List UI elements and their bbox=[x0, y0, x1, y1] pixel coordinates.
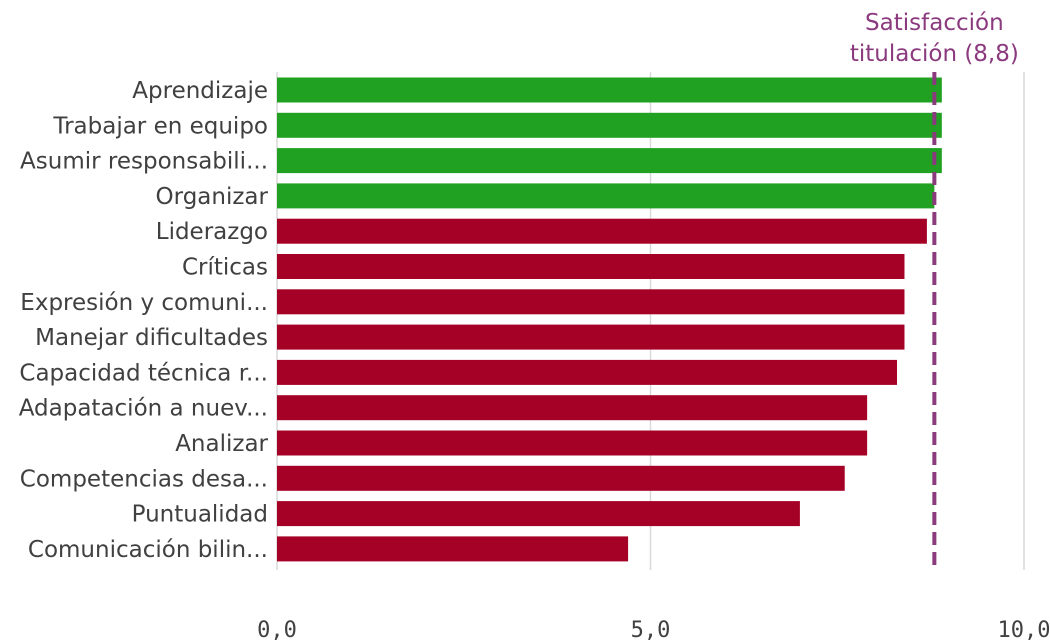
bar-2[interactable] bbox=[277, 148, 942, 174]
category-label-13: Comunicación bilin... bbox=[28, 537, 268, 563]
category-label-5: Críticas bbox=[182, 255, 268, 281]
bar-13[interactable] bbox=[277, 536, 629, 562]
category-label-1: Trabajar en equipo bbox=[52, 113, 268, 139]
bar-12[interactable] bbox=[277, 501, 800, 527]
bar-10[interactable] bbox=[277, 430, 868, 456]
bar-6[interactable] bbox=[277, 289, 905, 315]
bar-1[interactable] bbox=[277, 112, 942, 138]
category-label-layer: Aprendizaje Trabajar en equipo Asumir resp… bbox=[19, 78, 269, 563]
bar-8[interactable] bbox=[277, 359, 898, 385]
reference-label-line2: titulación (8,8) bbox=[850, 41, 1019, 67]
category-label-9: Adapatación a nuev... bbox=[19, 396, 268, 422]
category-label-7: Manejar dificultades bbox=[35, 325, 268, 351]
category-label-8: Capacidad técnica r... bbox=[19, 360, 268, 386]
reference-line-layer: Satisfacción titulación (8,8) bbox=[850, 10, 1019, 570]
category-label-11: Competencias desa... bbox=[20, 466, 268, 492]
category-label-10: Analizar bbox=[175, 431, 268, 457]
grid-layer bbox=[276, 72, 1025, 570]
bar-4[interactable] bbox=[277, 218, 927, 244]
x-tick-layer: 0,0 5,0 10,0 bbox=[257, 618, 1050, 642]
x-tick-label-0: 0,0 bbox=[257, 618, 297, 642]
category-label-0: Aprendizaje bbox=[132, 78, 268, 104]
category-label-6: Expresión y comuni... bbox=[20, 290, 268, 316]
bar-0[interactable] bbox=[277, 77, 942, 103]
category-label-3: Organizar bbox=[156, 184, 269, 210]
reference-label-line1: Satisfacción bbox=[865, 10, 1004, 36]
bar-layer bbox=[277, 77, 942, 562]
bar-3[interactable] bbox=[277, 183, 935, 209]
bar-7[interactable] bbox=[277, 324, 905, 350]
category-label-4: Liderazgo bbox=[156, 219, 268, 245]
bar-9[interactable] bbox=[277, 395, 868, 421]
bar-5[interactable] bbox=[277, 254, 905, 279]
bar-11[interactable] bbox=[277, 465, 845, 491]
category-label-12: Puntualidad bbox=[132, 502, 268, 528]
x-tick-label-2: 10,0 bbox=[998, 618, 1050, 642]
category-label-2: Asumir responsabili... bbox=[20, 149, 268, 175]
x-tick-label-1: 5,0 bbox=[631, 618, 671, 642]
